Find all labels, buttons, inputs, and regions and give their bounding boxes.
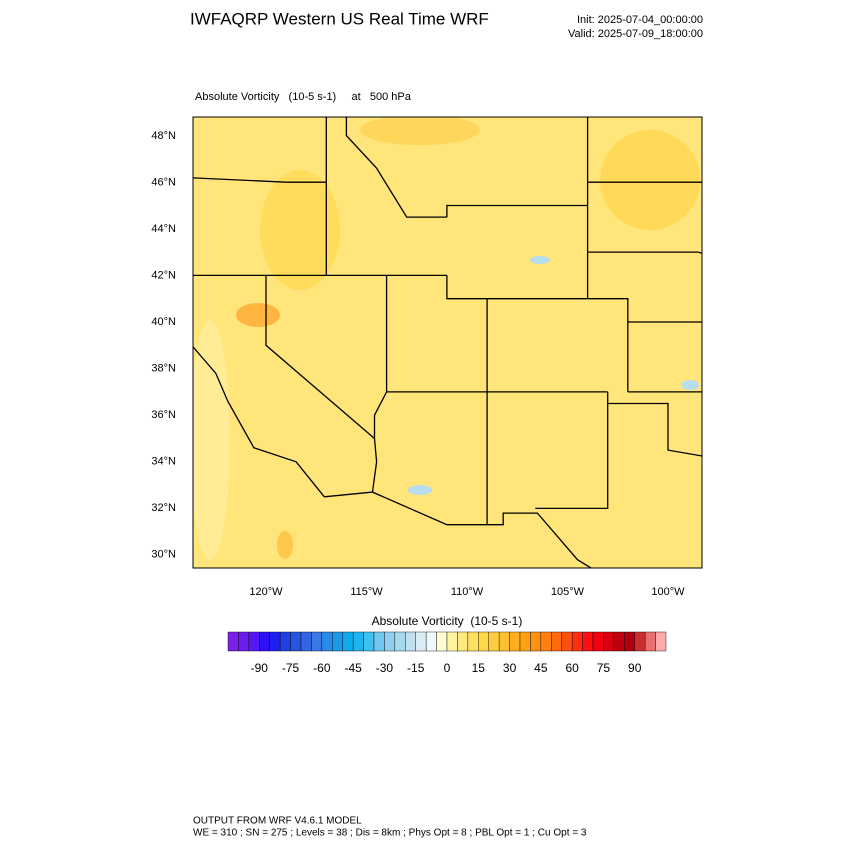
- state-border: [607, 402, 702, 457]
- map-frame: [192, 116, 703, 569]
- lat-labels: 48°N 46°N 44°N 42°N 40°N 38°N 36°N 34°N 32°N 30°N: [151, 130, 176, 561]
- colorbar-label: 0: [444, 661, 451, 675]
- colorbar-label: 90: [628, 661, 642, 675]
- colorbar-box: [644, 631, 656, 652]
- lat-label: 38°N: [151, 362, 176, 374]
- colorbar-box: [238, 631, 250, 652]
- lon-label: 100°W: [651, 586, 685, 598]
- init-time: Init: 2025-07-04_00:00:00: [577, 14, 703, 26]
- colorbar-box: [467, 631, 479, 652]
- colorbar-box: [363, 631, 375, 652]
- lat-label: 40°N: [151, 316, 176, 328]
- colorbar-box: [425, 631, 437, 652]
- lat-label: 34°N: [151, 455, 176, 467]
- lon-label: 120°W: [249, 586, 283, 598]
- colorbar-box: [384, 631, 396, 652]
- colorbar-label: -45: [344, 661, 362, 675]
- colorbar-label: -30: [376, 661, 394, 675]
- colorbar-box: [352, 631, 364, 652]
- lon-labels: 120°W 115°W 110°W 105°W 100°W: [249, 586, 685, 598]
- colorbar-label: -60: [313, 661, 331, 675]
- colorbar-box: [300, 631, 312, 652]
- state-border: [371, 275, 388, 493]
- colorbar-box: [290, 631, 302, 652]
- lat-label: 46°N: [151, 176, 176, 188]
- state-border: [265, 275, 375, 439]
- colorbar-box: [582, 631, 594, 652]
- colorbar-box: [279, 631, 291, 652]
- colorbar-box: [321, 631, 333, 652]
- colorbar-box: [509, 631, 521, 652]
- colorbar-box: [259, 631, 270, 652]
- colorbar: -90 -75 -60 -45 -30 -15 0 15 30 45 60 75 90: [227, 631, 667, 675]
- colorbar-box: [342, 631, 354, 652]
- colorbar-box: [571, 631, 583, 652]
- colorbar-label: 30: [503, 661, 517, 675]
- colorbar-box: [624, 631, 635, 652]
- footer-line: OUTPUT FROM WRF V4.6.1 MODEL: [193, 816, 362, 827]
- lon-label: 110°W: [451, 586, 484, 598]
- map-field: [193, 117, 702, 568]
- colorbar-label: 15: [472, 661, 486, 675]
- colorbar-box: [530, 631, 542, 652]
- colorbar-box: [551, 631, 562, 652]
- state-border: [193, 345, 325, 498]
- lat-label: 30°N: [151, 548, 176, 560]
- colorbar-label: 75: [597, 661, 611, 675]
- colorbar-box: [394, 631, 406, 652]
- colorbar-box: [655, 631, 667, 652]
- colorbar-label: -90: [251, 661, 269, 675]
- colorbar-box: [373, 631, 385, 652]
- colorbar-box: [446, 631, 458, 652]
- footer-line: WE = 310 ; SN = 275 ; Levels = 38 ; Dis …: [193, 828, 587, 839]
- state-border: [193, 177, 327, 183]
- state-border: [487, 298, 629, 392]
- lat-label: 48°N: [151, 130, 176, 142]
- lon-label: 105°W: [551, 586, 585, 598]
- colorbar-box: [488, 631, 500, 652]
- colorbar-box: [561, 631, 573, 652]
- lat-label: 32°N: [151, 502, 176, 514]
- colorbar-label: -15: [407, 661, 425, 675]
- colorbar-box: [519, 631, 531, 652]
- colorbar-title: Absolute Vorticity (10-5 s-1): [372, 614, 523, 628]
- colorbar-box: [405, 631, 416, 652]
- colorbar-box: [478, 631, 489, 652]
- colorbar-box: [613, 631, 625, 652]
- state-border: [345, 117, 447, 218]
- colorbar-box: [269, 631, 281, 652]
- colorbar-label: -75: [282, 661, 300, 675]
- lon-label: 115°W: [350, 586, 383, 598]
- colorbar-box: [634, 631, 646, 652]
- lat-label: 42°N: [151, 269, 176, 281]
- colorbar-label: 45: [534, 661, 548, 675]
- valid-time: Valid: 2025-07-09_18:00:00: [568, 28, 703, 40]
- colorbar-box: [332, 631, 343, 652]
- colorbar-box: [227, 631, 239, 652]
- state-border: [587, 251, 702, 254]
- colorbar-box: [498, 631, 510, 652]
- state-border: [446, 275, 488, 392]
- colorbar-box: [248, 631, 260, 652]
- title: IWFAQRP Western US Real Time WRF: [190, 9, 489, 28]
- colorbar-box: [603, 631, 615, 652]
- colorbar-box: [415, 631, 427, 652]
- colorbar-box: [457, 631, 469, 652]
- colorbar-box: [311, 631, 323, 652]
- state-border: [324, 491, 593, 568]
- colorbar-box: [540, 631, 552, 652]
- colorbar-label: 60: [565, 661, 579, 675]
- lat-label: 44°N: [151, 223, 176, 235]
- subtitle: Absolute Vorticity (10-5 s-1) at 500 hPa: [195, 91, 412, 103]
- colorbar-box: [436, 631, 448, 652]
- colorbar-box: [592, 631, 604, 652]
- lat-label: 36°N: [151, 409, 176, 421]
- state-border: [535, 391, 609, 510]
